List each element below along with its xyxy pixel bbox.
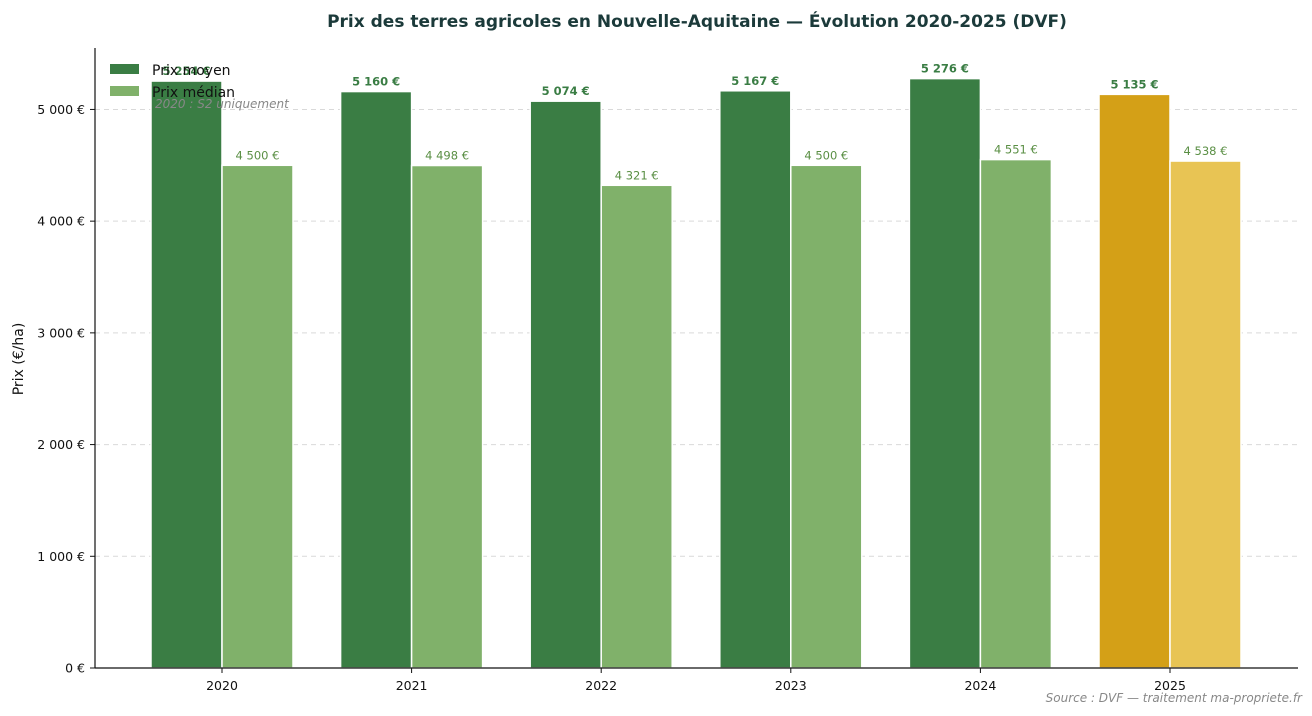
bar-median-2025: [1169, 160, 1242, 669]
y-tick-label: 5 000 €: [37, 102, 85, 117]
bar-mean-2023: [719, 90, 792, 669]
value-label-mean-2022: 5 074 €: [542, 84, 590, 98]
bar-median-2022: [600, 184, 673, 669]
value-label-median-2020: 4 500 €: [236, 148, 280, 162]
value-label-mean-2021: 5 160 €: [352, 75, 400, 89]
y-ticks: 0 € 1 000 € 2 000 € 3 000 € 4 000 € 5 000 €: [37, 102, 95, 676]
y-axis-label: Prix (€/ha): [11, 323, 27, 396]
legend-label-mean: Prix moyen: [152, 63, 231, 79]
bar-mean-2021: [339, 90, 413, 669]
value-label-mean-2024: 5 276 €: [921, 62, 969, 76]
y-tick-label: 1 000 €: [37, 549, 85, 564]
grid: [95, 108, 1298, 557]
value-label-median-2025: 4 538 €: [1184, 144, 1228, 158]
bar-median-2021: [410, 164, 484, 669]
y-tick-label: 2 000 €: [37, 437, 85, 452]
source-note: Source : DVF — traitement ma-propriete.f…: [1046, 691, 1303, 705]
value-label-median-2021: 4 498 €: [425, 149, 469, 163]
legend-swatch-median: [110, 86, 139, 96]
value-label-mean-2020: 5 254 €: [162, 64, 210, 78]
value-label-median-2023: 4 500 €: [804, 148, 848, 162]
y-tick-label: 4 000 €: [37, 214, 85, 229]
legend: Prix moyen Prix médian: [110, 63, 235, 101]
x-ticks: 2020 2021 2022 2023 2024 2025: [206, 668, 1186, 693]
legend-swatch-mean: [110, 64, 139, 74]
x-tick-label-2025: 2025: [1154, 678, 1186, 693]
x-tick-label-2022: 2022: [585, 678, 617, 693]
axes: [94, 48, 1298, 669]
y-tick-label: 0 €: [65, 661, 85, 676]
x-tick-label-2021: 2021: [396, 678, 428, 693]
y-tick-label: 3 000 €: [37, 325, 85, 340]
value-label-mean-2025: 5 135 €: [1110, 77, 1158, 91]
x-tick-label-2024: 2024: [964, 678, 996, 693]
annotation-note: 2020 : S2 uniquement: [155, 97, 290, 111]
x-tick-label-2020: 2020: [206, 678, 238, 693]
bars: [150, 77, 1242, 669]
legend-label-median: Prix médian: [152, 85, 235, 101]
value-label-median-2024: 4 551 €: [994, 143, 1038, 157]
value-label-mean-2023: 5 167 €: [731, 74, 779, 88]
bar-median-2020: [221, 164, 294, 669]
bar-mean-2022: [529, 100, 602, 669]
bar-mean-2024: [908, 77, 982, 669]
bar-mean-2020: [150, 80, 223, 669]
value-label-median-2022: 4 321 €: [615, 168, 659, 182]
bar-mean-2025: [1098, 93, 1171, 669]
chart-title: Prix des terres agricoles en Nouvelle-Aq…: [327, 10, 1067, 32]
value-labels: 5 254 € 4 500 € 5 160 € 4 498 € 5 074 € 4 321…: [162, 62, 1227, 183]
x-tick-label-2023: 2023: [775, 678, 807, 693]
bar-median-2023: [790, 164, 863, 669]
bar-median-2024: [979, 158, 1053, 669]
